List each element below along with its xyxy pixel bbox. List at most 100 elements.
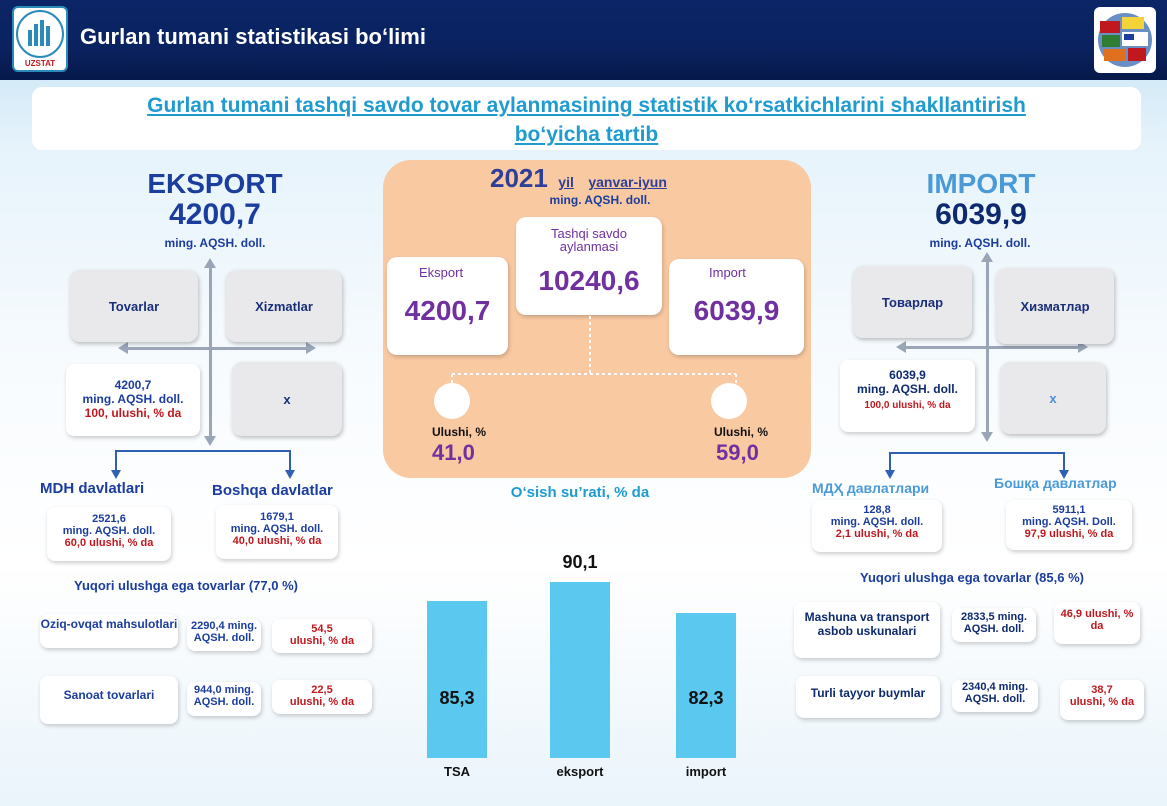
export-goods-value-card: 4200,7 ming. AQSH. doll. 100, ulushi, % … [66, 364, 200, 436]
export-top-goods-title: Yuqori ulushga ega tovarlar (77,0 %) [74, 578, 298, 593]
subtitle-line2: bo‘yicha tartib [514, 123, 659, 146]
import-item-1-name-card: Mashuna va transport asbob uskunalari [794, 602, 940, 658]
import-goods-card: Товарлар [853, 266, 972, 338]
import-other-value: 5911,1 [1052, 504, 1086, 516]
export-item-1-value: 2290,4 ming. AQSH. doll. [190, 620, 258, 644]
export-item-1-share-value: 54,5 [311, 623, 333, 635]
arrow-down-icon [1059, 470, 1069, 479]
export-mdh-title: MDH davlatlari [40, 480, 145, 497]
export-item-2-share-card: 22,5 ulushi, % da [272, 680, 372, 714]
import-split-line [889, 452, 1065, 454]
chart-category-label: import [685, 764, 727, 779]
center-import-value: 6039,9 [693, 295, 780, 326]
total-turnover-label: Tashqi savdo aylanmasi [551, 226, 627, 254]
export-item-2-value-card: 944,0 ming. AQSH. doll. [187, 682, 261, 716]
export-share-circle [434, 383, 470, 419]
export-other-card: 1679,1 ming. AQSH. doll. 40,0 ulushi, % … [216, 505, 338, 559]
export-title: EKSPORT [147, 168, 283, 199]
import-services-value-card: x [1000, 362, 1106, 434]
subtitle-banner: Gurlan tumani tashqi savdo tovar aylanma… [32, 87, 1141, 150]
import-mdh-share: 2,1 ulushi, % da [835, 528, 919, 540]
export-goods-unit: ming. AQSH. doll. [82, 392, 184, 406]
center-import-share-label: Ulushi, % [714, 425, 769, 439]
chart-value-label: 90,1 [562, 551, 598, 572]
export-total-value: 4200,7 [169, 198, 261, 231]
import-goods-value-card: 6039,9 ming. AQSH. doll. 100,0 ulushi, %… [840, 360, 975, 432]
import-total-value: 6039,9 [935, 198, 1027, 231]
import-services-value: x [1049, 390, 1057, 406]
import-goods-unit: ming. AQSH. doll. [857, 382, 958, 396]
export-item-1-name: Oziq-ovqat mahsulotlari [40, 617, 178, 631]
total-turnover-card: Tashqi savdo aylanmasi 10240,6 [516, 217, 662, 315]
import-item-2-share-label: ulushi, % da [1069, 696, 1135, 708]
export-item-1-share-label: ulushi, % da [289, 635, 355, 647]
center-export-value: 4200,7 [404, 295, 491, 326]
uzstat-logo: UZSTAT [12, 6, 68, 72]
export-item-2-share-label: ulushi, % da [289, 696, 355, 708]
export-goods-share: 100, ulushi, % da [84, 406, 182, 420]
export-other-value: 1679,1 [260, 511, 294, 523]
growth-bar-chart: 85,3 TSA 90,1 eksport 82,3 import [400, 500, 780, 800]
center-year-suffix: yil [558, 174, 574, 190]
export-mdh-value: 2521,6 [92, 513, 126, 525]
import-item-2-value: 2340,4 ming. AQSH. doll. [961, 681, 1029, 705]
total-turnover-value: 10240,6 [538, 265, 640, 296]
export-item-1-name-card: Oziq-ovqat mahsulotlari [40, 614, 178, 648]
center-export-card: Eksport 4200,7 [387, 257, 508, 355]
chart-bar-eksport [550, 581, 610, 758]
import-item-2-name: Turli tayyor buymlar [810, 686, 926, 700]
export-goods-label: Tovarlar [108, 298, 160, 314]
import-item-1-share-label: ulushi, % da [1085, 608, 1134, 632]
arrow-down-icon [885, 470, 895, 479]
import-goods-value: 6039,9 [889, 368, 926, 382]
center-period-label: yanvar-iyun [588, 174, 667, 190]
svg-text:UZSTAT: UZSTAT [25, 59, 55, 68]
export-split-left [115, 450, 117, 470]
chart-value-label: 82,3 [688, 688, 724, 708]
export-mdh-share: 60,0 ulushi, % da [64, 537, 154, 549]
center-unit: ming. AQSH. doll. [549, 193, 651, 207]
arrow-up-icon [204, 258, 216, 268]
export-item-2-name: Sanoat tovarlari [63, 688, 155, 702]
import-other-unit: ming. AQSH. Doll. [1022, 516, 1116, 528]
export-services-card: Xizmatlar [226, 270, 342, 342]
import-total-unit: ming. AQSH. doll. [929, 236, 1031, 250]
export-item-1-share-card: 54,5 ulushi, % da [272, 619, 372, 653]
center-period: 2021 yil yanvar-iyun [490, 163, 720, 194]
page-title: Gurlan tumani statistikasi bo‘limi [80, 24, 426, 49]
arrow-right-icon [1078, 341, 1088, 353]
arrow-up-icon [981, 252, 993, 262]
export-services-value-card: x [232, 362, 342, 436]
import-item-1-name: Mashuna va transport asbob uskunalari [804, 610, 930, 638]
import-share-circle [711, 383, 747, 419]
import-mdh-value: 128,8 [863, 504, 891, 516]
export-services-label: Xizmatlar [255, 298, 313, 314]
import-horizontal-axis [904, 346, 1080, 349]
flags-globe-icon [1094, 7, 1156, 73]
arrow-left-icon [118, 342, 128, 354]
export-total-unit: ming. AQSH. doll. [164, 236, 266, 250]
center-import-share-value: 59,0 [716, 440, 759, 465]
subtitle-line1: Gurlan tumani tashqi savdo tovar aylanma… [147, 94, 1026, 117]
import-mdh-unit: ming. AQSH. doll. [830, 516, 924, 528]
arrow-right-icon [306, 342, 316, 354]
import-top-goods-title: Yuqori ulushga ega tovarlar (85,6 %) [860, 570, 1084, 585]
export-other-unit: ming. AQSH. doll. [230, 523, 324, 535]
export-other-title: Boshqa davlatlar [212, 482, 333, 499]
import-item-1-value-card: 2833,5 ming. AQSH. doll. [952, 608, 1036, 642]
import-other-share: 97,9 ulushi, % da [1024, 528, 1114, 540]
import-services-card: Хизматлар [996, 268, 1114, 344]
export-goods-card: Tovarlar [70, 270, 198, 342]
import-goods-label: Товарлар [881, 294, 944, 310]
arrow-down-icon [285, 470, 295, 479]
arrow-left-icon [896, 341, 906, 353]
export-item-2-name-card: Sanoat tovarlari [40, 676, 178, 724]
export-split-line [115, 450, 290, 452]
center-import-label: Import [709, 265, 746, 280]
import-split-left [889, 452, 891, 470]
arrow-down-icon [981, 432, 993, 442]
export-split-right [289, 450, 291, 470]
export-mdh-card: 2521,6 ming. AQSH. doll. 60,0 ulushi, % … [47, 507, 171, 561]
header-bar [0, 0, 1167, 80]
export-horizontal-axis [128, 347, 308, 350]
